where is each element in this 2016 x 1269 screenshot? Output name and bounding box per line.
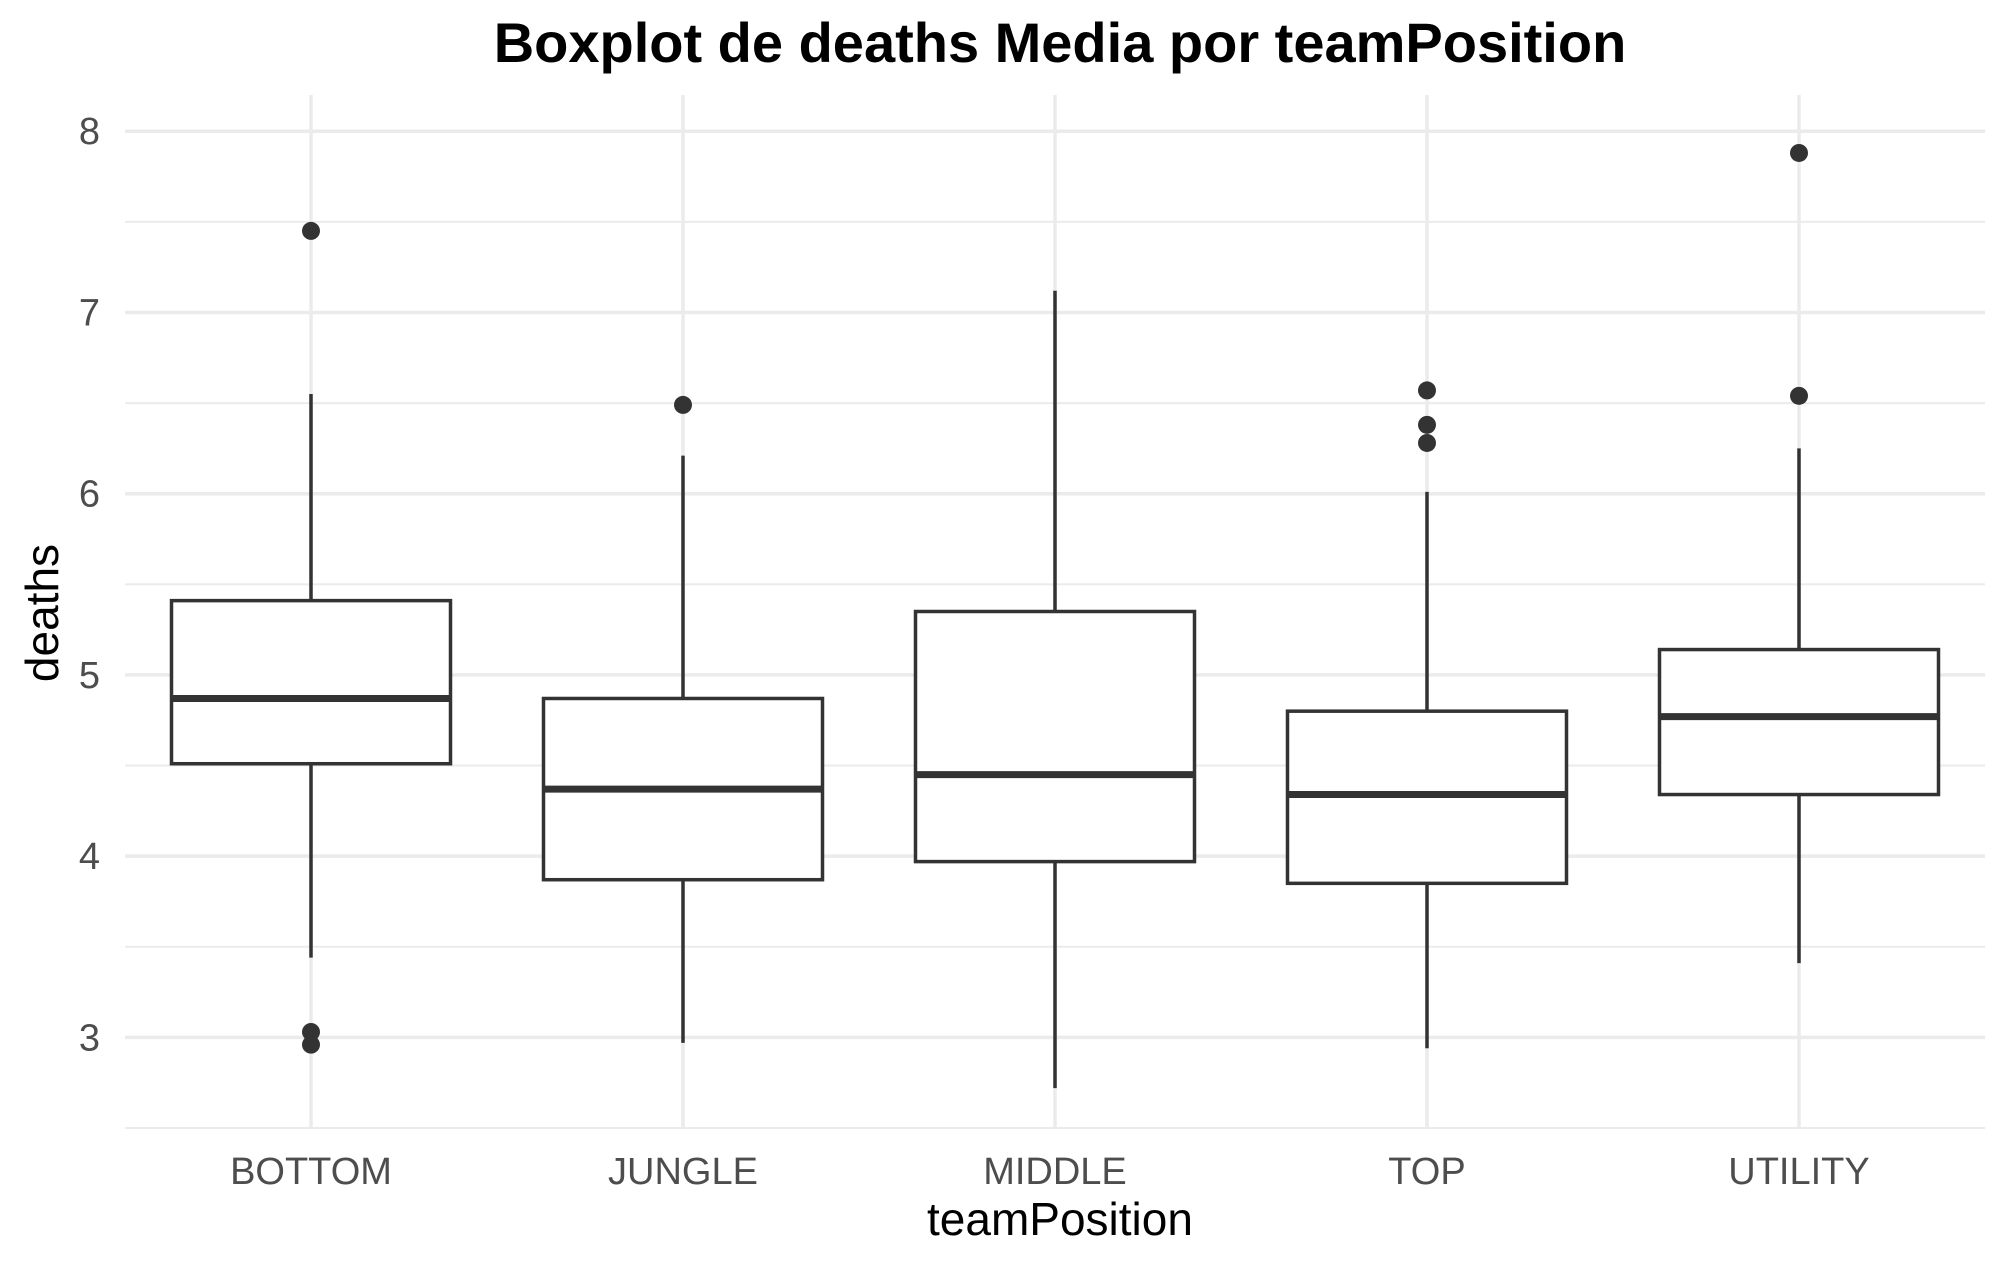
x-axis-title: teamPosition — [927, 1193, 1193, 1245]
outlier-point — [302, 1022, 320, 1041]
x-tick-label: MIDDLE — [983, 1151, 1127, 1193]
outlier-point — [1418, 433, 1436, 452]
y-axis-title: deaths — [16, 544, 68, 682]
iqr-box — [169, 598, 453, 766]
iqr-box — [1657, 647, 1941, 797]
x-tick-label: UTILITY — [1728, 1151, 1869, 1193]
x-tick-label: TOP — [1388, 1151, 1465, 1193]
box-middle — [913, 290, 1197, 1089]
outlier-point — [302, 1035, 320, 1054]
outlier-point — [1790, 386, 1808, 405]
box-bottom — [169, 221, 453, 1054]
y-tick-label: 8 — [79, 111, 100, 153]
box-utility — [1657, 143, 1941, 964]
y-tick-label: 3 — [79, 1017, 100, 1059]
x-tick-label: BOTTOM — [230, 1151, 392, 1193]
y-tick-label: 7 — [79, 292, 100, 334]
box-top — [1285, 381, 1569, 1049]
x-tick-label: JUNGLE — [608, 1151, 758, 1193]
iqr-box — [913, 609, 1197, 864]
outlier-point — [674, 395, 692, 414]
outlier-point — [302, 221, 320, 240]
outlier-point — [1418, 381, 1436, 400]
y-tick-label: 5 — [79, 655, 100, 697]
outlier-point — [1418, 415, 1436, 434]
box-jungle — [541, 395, 825, 1043]
tick-labels: 3 4 5 6 7 8 BOTTOM JUNGLE MIDDLE TOP UTILITY — [79, 111, 1870, 1193]
outlier-point — [1790, 143, 1808, 162]
chart-title: Boxplot de deaths Media por teamPosition — [494, 11, 1627, 74]
y-tick-label: 6 — [79, 474, 100, 516]
boxes-layer — [169, 143, 1941, 1089]
y-tick-label: 4 — [79, 836, 100, 878]
